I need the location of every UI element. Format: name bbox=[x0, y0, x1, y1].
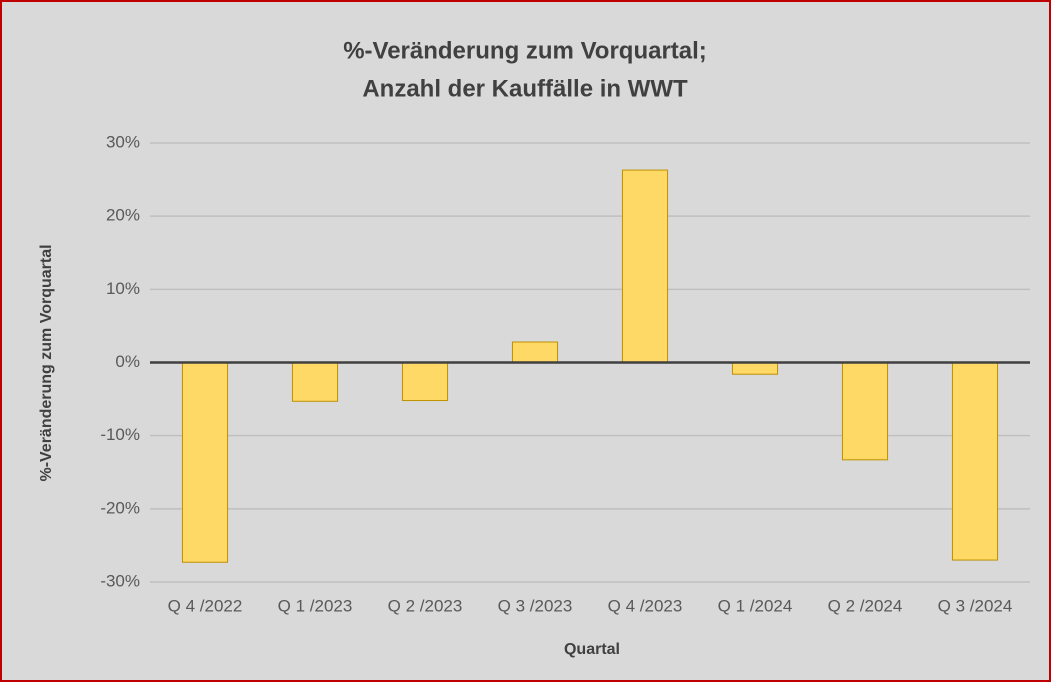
x-tick-label: Q 4 /2022 bbox=[168, 596, 243, 615]
y-axis-title: %-Veränderung zum Vorquartal bbox=[38, 244, 55, 481]
x-tick-label: Q 1 /2024 bbox=[718, 596, 793, 615]
bar bbox=[841, 362, 889, 461]
y-tick-label: -30% bbox=[100, 571, 140, 590]
bar bbox=[511, 341, 559, 364]
x-tick-label: Q 3 /2024 bbox=[938, 596, 1013, 615]
chart-title: %-Veränderung zum Vorquartal; bbox=[343, 37, 707, 64]
bar bbox=[621, 169, 669, 363]
y-tick-label: -10% bbox=[100, 425, 140, 444]
y-tick-label: 0% bbox=[115, 352, 140, 371]
y-tick-label: 10% bbox=[106, 279, 140, 298]
y-tick-label: -20% bbox=[100, 498, 140, 517]
x-tick-label: Q 2 /2024 bbox=[828, 596, 903, 615]
x-axis-title: Quartal bbox=[564, 641, 620, 658]
x-tick-label: Q 4 /2023 bbox=[608, 596, 683, 615]
y-tick-label: 30% bbox=[106, 132, 140, 151]
bar bbox=[951, 362, 999, 561]
y-tick-label: 20% bbox=[106, 206, 140, 225]
chart-title: Anzahl der Kauffälle in WWT bbox=[362, 75, 688, 102]
bar bbox=[731, 362, 779, 375]
x-tick-label: Q 2 /2023 bbox=[388, 596, 463, 615]
x-tick-label: Q 3 /2023 bbox=[498, 596, 573, 615]
bar bbox=[181, 362, 229, 563]
bar bbox=[291, 362, 339, 402]
bar bbox=[401, 362, 449, 402]
x-tick-label: Q 1 /2023 bbox=[278, 596, 353, 615]
